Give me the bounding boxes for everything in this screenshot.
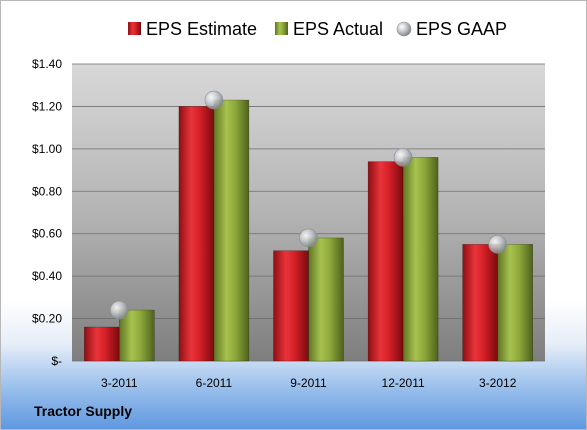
x-tick-label: 3-2011	[101, 376, 138, 390]
marker-eps-gaap	[488, 235, 508, 254]
bar-eps-estimate	[273, 250, 309, 362]
x-tick-label: 12-2011	[382, 376, 425, 390]
bar-eps-actual	[402, 157, 439, 362]
legend-label-actual: EPS Actual	[293, 19, 383, 39]
bar-eps-actual	[213, 99, 250, 362]
gaap-markers	[110, 90, 508, 320]
x-axis: 3-2011 6-2011 9-2011 12-2011 3-2012	[101, 376, 517, 390]
bar-eps-actual	[497, 244, 534, 362]
x-tick-label: 9-2011	[290, 376, 327, 390]
bar-eps-estimate	[462, 244, 499, 362]
legend-item-eps-gaap: EPS GAAP	[396, 19, 507, 39]
y-tick-label: $0.60	[32, 227, 62, 241]
bar-eps-estimate	[178, 106, 215, 362]
x-tick-label: 6-2011	[196, 376, 233, 390]
legend-swatch-gaap	[396, 21, 412, 37]
marker-eps-gaap	[393, 148, 413, 167]
legend-swatch-estimate	[128, 22, 141, 35]
bar-eps-actual	[119, 309, 155, 362]
bars	[84, 99, 534, 362]
y-axis: $- $0.20 $0.40 $0.60 $0.80 $1.00 $1.20 $1.40	[32, 57, 62, 368]
marker-eps-gaap	[299, 228, 318, 248]
legend-label-gaap: EPS GAAP	[416, 19, 507, 39]
legend: EPS Estimate EPS Actual EPS GAAP	[128, 19, 507, 39]
y-tick-label: $1.20	[32, 99, 62, 113]
y-tick-label: $0.20	[32, 312, 62, 326]
marker-eps-gaap	[110, 300, 129, 320]
y-tick-label: $0.80	[32, 184, 62, 198]
legend-item-eps-estimate: EPS Estimate	[128, 19, 257, 39]
bar-eps-estimate	[367, 161, 404, 362]
y-tick-label: $1.00	[32, 142, 62, 156]
marker-eps-gaap	[204, 90, 224, 110]
legend-item-eps-actual: EPS Actual	[275, 19, 383, 39]
bar-eps-actual	[308, 237, 344, 362]
y-tick-label: $-	[51, 354, 62, 368]
y-tick-label: $1.40	[32, 57, 62, 71]
legend-label-estimate: EPS Estimate	[146, 19, 257, 39]
bar-eps-estimate	[84, 326, 120, 362]
legend-swatch-actual	[275, 22, 288, 35]
y-tick-label: $0.40	[32, 269, 62, 283]
x-tick-label: 3-2012	[479, 376, 517, 390]
company-name: Tractor Supply	[34, 403, 133, 419]
